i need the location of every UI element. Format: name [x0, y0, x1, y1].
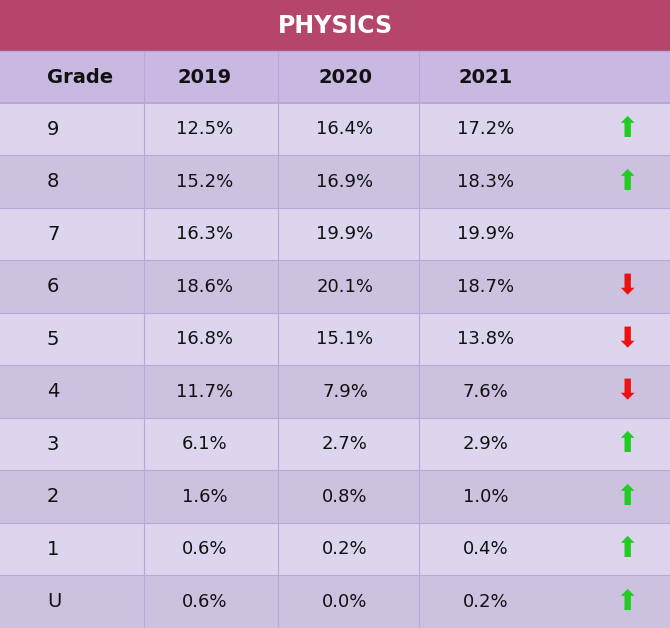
- Text: 0.2%: 0.2%: [322, 540, 368, 558]
- Text: 0.4%: 0.4%: [463, 540, 509, 558]
- Bar: [0, 103, 670, 156]
- Text: 5: 5: [47, 330, 60, 349]
- Bar: [0, 418, 670, 470]
- Text: ⬆: ⬆: [615, 588, 638, 615]
- Text: 19.9%: 19.9%: [457, 225, 515, 243]
- Text: ⬆: ⬆: [615, 430, 638, 458]
- Text: 7.6%: 7.6%: [463, 382, 509, 401]
- Text: 7.9%: 7.9%: [322, 382, 368, 401]
- Text: PHYSICS: PHYSICS: [277, 14, 393, 38]
- Text: 11.7%: 11.7%: [176, 382, 233, 401]
- Bar: [0, 0, 670, 51]
- Text: U: U: [47, 592, 61, 611]
- Text: 0.8%: 0.8%: [322, 488, 368, 506]
- Text: 18.7%: 18.7%: [457, 278, 515, 296]
- Text: 0.6%: 0.6%: [182, 540, 227, 558]
- Text: 13.8%: 13.8%: [457, 330, 515, 349]
- Text: 9: 9: [47, 120, 59, 139]
- Bar: [0, 261, 670, 313]
- Text: ⬆: ⬆: [615, 483, 638, 511]
- Bar: [0, 208, 670, 261]
- Text: ⬇: ⬇: [615, 273, 638, 301]
- Text: 4: 4: [47, 382, 59, 401]
- Text: 16.9%: 16.9%: [316, 173, 374, 191]
- Text: 2019: 2019: [178, 68, 231, 87]
- Bar: [0, 156, 670, 208]
- Text: 7: 7: [47, 225, 59, 244]
- Text: 2.7%: 2.7%: [322, 435, 368, 453]
- Text: ⬆: ⬆: [615, 168, 638, 196]
- Text: 17.2%: 17.2%: [457, 120, 515, 138]
- Text: Grade: Grade: [47, 68, 113, 87]
- Text: 6: 6: [47, 277, 59, 296]
- Text: 19.9%: 19.9%: [316, 225, 374, 243]
- Text: 3: 3: [47, 435, 59, 454]
- Text: 18.3%: 18.3%: [457, 173, 515, 191]
- Text: 1.0%: 1.0%: [463, 488, 509, 506]
- Bar: [0, 313, 670, 365]
- Bar: [0, 575, 670, 628]
- Text: 1: 1: [47, 539, 59, 559]
- Text: 2021: 2021: [459, 68, 513, 87]
- Text: 16.8%: 16.8%: [176, 330, 233, 349]
- Text: ⬆: ⬆: [615, 535, 638, 563]
- Text: ⬆: ⬆: [615, 116, 638, 143]
- Text: 2020: 2020: [318, 68, 372, 87]
- Text: 15.1%: 15.1%: [316, 330, 374, 349]
- Text: 15.2%: 15.2%: [176, 173, 233, 191]
- Text: 0.6%: 0.6%: [182, 593, 227, 611]
- Bar: [0, 51, 670, 103]
- Text: 0.2%: 0.2%: [463, 593, 509, 611]
- Text: 12.5%: 12.5%: [176, 120, 233, 138]
- Text: ⬇: ⬇: [615, 378, 638, 406]
- Text: 20.1%: 20.1%: [316, 278, 374, 296]
- Bar: [0, 523, 670, 575]
- Text: 18.6%: 18.6%: [176, 278, 233, 296]
- Text: 6.1%: 6.1%: [182, 435, 227, 453]
- Bar: [0, 470, 670, 523]
- Text: 16.4%: 16.4%: [316, 120, 374, 138]
- Text: 16.3%: 16.3%: [176, 225, 233, 243]
- Text: ⬇: ⬇: [615, 325, 638, 353]
- Text: 1.6%: 1.6%: [182, 488, 227, 506]
- Text: 8: 8: [47, 172, 59, 192]
- Text: 2.9%: 2.9%: [463, 435, 509, 453]
- Text: 0.0%: 0.0%: [322, 593, 368, 611]
- Text: 2: 2: [47, 487, 59, 506]
- Bar: [0, 365, 670, 418]
